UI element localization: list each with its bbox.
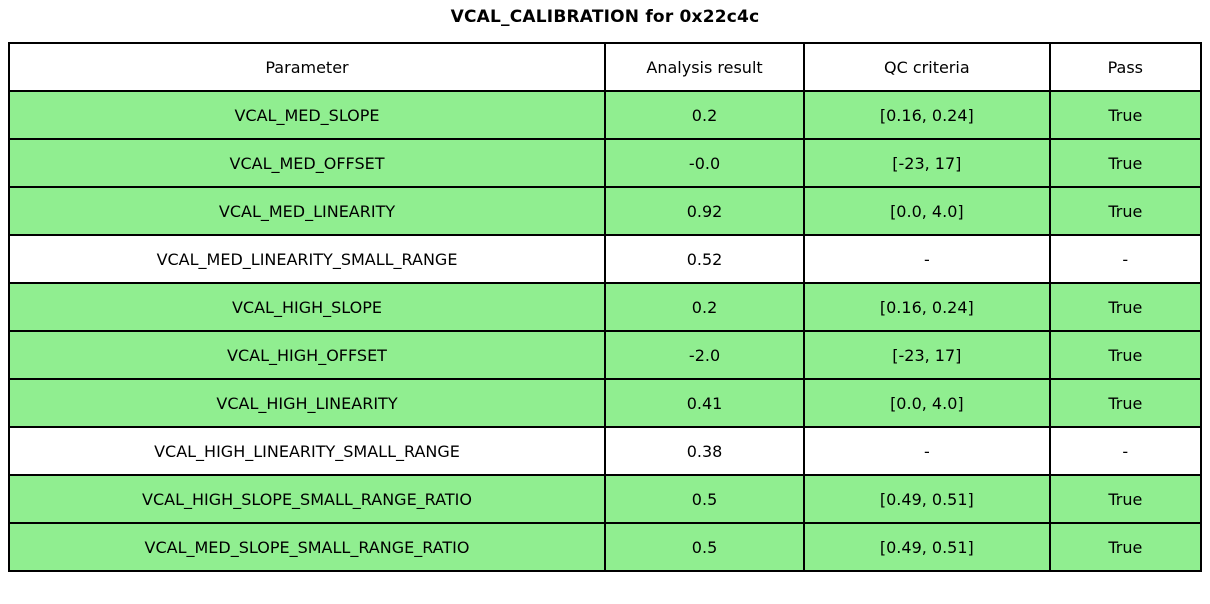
cell-parameter: VCAL_MED_SLOPE_SMALL_RANGE_RATIO [8, 522, 606, 572]
cell-pass: True [1048, 282, 1203, 332]
cell-analysis-result: 0.38 [603, 426, 806, 476]
cell-qc-criteria: [0.0, 4.0] [803, 378, 1051, 428]
table-row: VCAL_HIGH_SLOPE_SMALL_RANGE_RATIO 0.5 [0.4… [8, 474, 1203, 524]
cell-analysis-result: 0.52 [603, 234, 806, 284]
table-row: VCAL_HIGH_OFFSET -2.0 [-23, 17] True [8, 330, 1203, 380]
cell-analysis-result: 0.2 [603, 90, 806, 140]
table-row: VCAL_MED_SLOPE 0.2 [0.16, 0.24] True [8, 90, 1203, 140]
cell-qc-criteria: [-23, 17] [803, 330, 1051, 380]
cell-parameter: VCAL_MED_LINEARITY [8, 186, 606, 236]
cell-pass: True [1048, 138, 1203, 188]
cell-analysis-result: -2.0 [603, 330, 806, 380]
header-qc-criteria: QC criteria [803, 42, 1051, 92]
cell-analysis-result: 0.5 [603, 522, 806, 572]
table-body: VCAL_MED_SLOPE 0.2 [0.16, 0.24] True VCAL_ME… [8, 90, 1203, 572]
cell-pass: - [1048, 426, 1203, 476]
cell-analysis-result: 0.92 [603, 186, 806, 236]
cell-qc-criteria: [0.16, 0.24] [803, 90, 1051, 140]
table-row: VCAL_HIGH_LINEARITY_SMALL_RANGE 0.38- - [8, 426, 1203, 476]
cell-parameter: VCAL_MED_LINEARITY_SMALL_RANGE [8, 234, 606, 284]
cell-analysis-result: 0.5 [603, 474, 806, 524]
cell-analysis-result: -0.0 [603, 138, 806, 188]
cell-parameter: VCAL_HIGH_SLOPE [8, 282, 606, 332]
header-pass: Pass [1048, 42, 1203, 92]
cell-qc-criteria: [0.16, 0.24] [803, 282, 1051, 332]
header-row: Parameter Analysis result QC criteria Pa… [8, 42, 1203, 92]
cell-pass: True [1048, 186, 1203, 236]
cell-qc-criteria: - [803, 234, 1051, 284]
cell-pass: True [1048, 474, 1203, 524]
cell-qc-criteria: [0.0, 4.0] [803, 186, 1051, 236]
header-parameter: Parameter [8, 42, 606, 92]
cell-pass: - [1048, 234, 1203, 284]
table-row: VCAL_MED_LINEARITY 0.92 [0.0, 4.0] True [8, 186, 1203, 236]
cell-parameter: VCAL_HIGH_LINEARITY_SMALL_RANGE [8, 426, 606, 476]
table-row: VCAL_HIGH_SLOPE 0.2 [0.16, 0.24] True [8, 282, 1203, 332]
table-header: Parameter Analysis result QC criteria Pa… [8, 42, 1203, 92]
header-analysis-result: Analysis result [603, 42, 806, 92]
cell-pass: True [1048, 522, 1203, 572]
cell-pass: True [1048, 90, 1203, 140]
cell-pass: True [1048, 330, 1203, 380]
cell-parameter: VCAL_HIGH_OFFSET [8, 330, 606, 380]
cell-qc-criteria: [-23, 17] [803, 138, 1051, 188]
table-row: VCAL_MED_LINEARITY_SMALL_RANGE 0.52- - [8, 234, 1203, 284]
cell-qc-criteria: [0.49, 0.51] [803, 474, 1051, 524]
cell-parameter: VCAL_MED_OFFSET [8, 138, 606, 188]
table-row: VCAL_HIGH_LINEARITY 0.41 [0.0, 4.0] True [8, 378, 1203, 428]
cell-parameter: VCAL_HIGH_LINEARITY [8, 378, 606, 428]
cell-parameter: VCAL_MED_SLOPE [8, 90, 606, 140]
cell-qc-criteria: [0.49, 0.51] [803, 522, 1051, 572]
qc-results-table: Parameter Analysis result QC criteria Pa… [8, 42, 1203, 572]
page-title: VCAL_CALIBRATION for 0x22c4c [450, 7, 760, 27]
cell-parameter: VCAL_HIGH_SLOPE_SMALL_RANGE_RATIO [8, 474, 606, 524]
cell-analysis-result: 0.2 [603, 282, 806, 332]
cell-analysis-result: 0.41 [603, 378, 806, 428]
cell-qc-criteria: - [803, 426, 1051, 476]
cell-pass: True [1048, 378, 1203, 428]
table-row: VCAL_MED_SLOPE_SMALL_RANGE_RATIO 0.5 [0.49… [8, 522, 1203, 572]
table-row: VCAL_MED_OFFSET -0.0 [-23, 17] True [8, 138, 1203, 188]
